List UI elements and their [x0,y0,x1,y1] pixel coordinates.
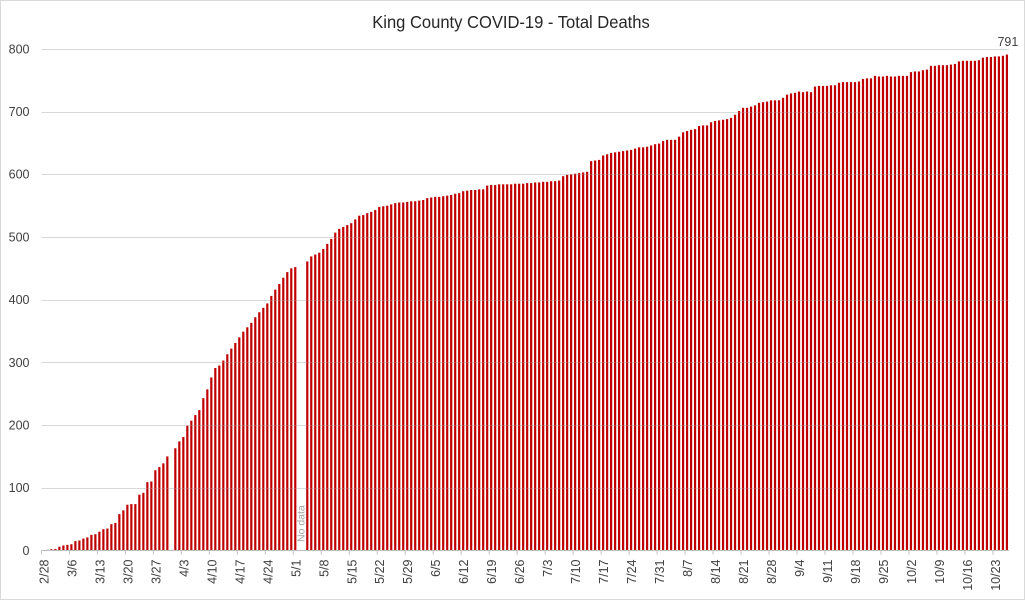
svg-text:6/12: 6/12 [457,559,471,583]
svg-text:King County COVID-19 - Total D: King County COVID-19 - Total Deaths [372,12,650,32]
svg-text:8/21: 8/21 [737,559,751,583]
svg-text:9/11: 9/11 [821,559,835,582]
svg-text:7/24: 7/24 [625,559,639,583]
svg-text:9/25: 9/25 [877,559,891,583]
svg-text:3/20: 3/20 [121,559,135,583]
svg-text:800: 800 [9,42,30,56]
svg-text:5/1: 5/1 [289,559,303,576]
svg-text:8/28: 8/28 [765,559,779,583]
svg-text:5/29: 5/29 [401,559,415,583]
svg-text:7/3: 7/3 [541,559,555,576]
svg-text:5/15: 5/15 [345,559,359,583]
svg-text:300: 300 [9,356,30,370]
svg-text:4/24: 4/24 [261,559,275,583]
svg-text:8/14: 8/14 [709,559,723,583]
svg-text:10/2: 10/2 [905,559,919,583]
svg-text:200: 200 [9,419,30,433]
svg-text:0: 0 [23,544,30,558]
svg-text:100: 100 [9,481,30,495]
svg-text:400: 400 [9,293,30,307]
svg-text:7/31: 7/31 [653,559,667,583]
svg-text:6/19: 6/19 [485,559,499,583]
svg-text:6/5: 6/5 [429,559,443,576]
svg-text:10/23: 10/23 [989,559,1003,590]
svg-text:600: 600 [9,168,30,182]
svg-text:5/22: 5/22 [373,559,387,583]
svg-text:700: 700 [9,105,30,119]
svg-text:3/6: 3/6 [65,559,79,576]
svg-text:No data: No data [295,505,307,542]
svg-text:10/9: 10/9 [933,559,947,583]
svg-text:3/27: 3/27 [149,559,163,583]
svg-text:3/13: 3/13 [93,559,107,583]
svg-text:2/28: 2/28 [37,559,51,583]
svg-text:9/18: 9/18 [849,559,863,583]
svg-text:8/7: 8/7 [681,559,695,576]
svg-text:500: 500 [9,230,30,244]
svg-text:7/17: 7/17 [597,559,611,583]
svg-text:9/4: 9/4 [793,559,807,576]
svg-text:7/10: 7/10 [569,559,583,583]
svg-text:4/3: 4/3 [177,559,191,576]
svg-text:791: 791 [997,35,1018,49]
svg-text:4/10: 4/10 [205,559,219,583]
svg-text:6/26: 6/26 [513,559,527,583]
svg-text:10/16: 10/16 [961,559,975,590]
svg-text:4/17: 4/17 [233,559,247,583]
svg-text:5/8: 5/8 [317,559,331,576]
